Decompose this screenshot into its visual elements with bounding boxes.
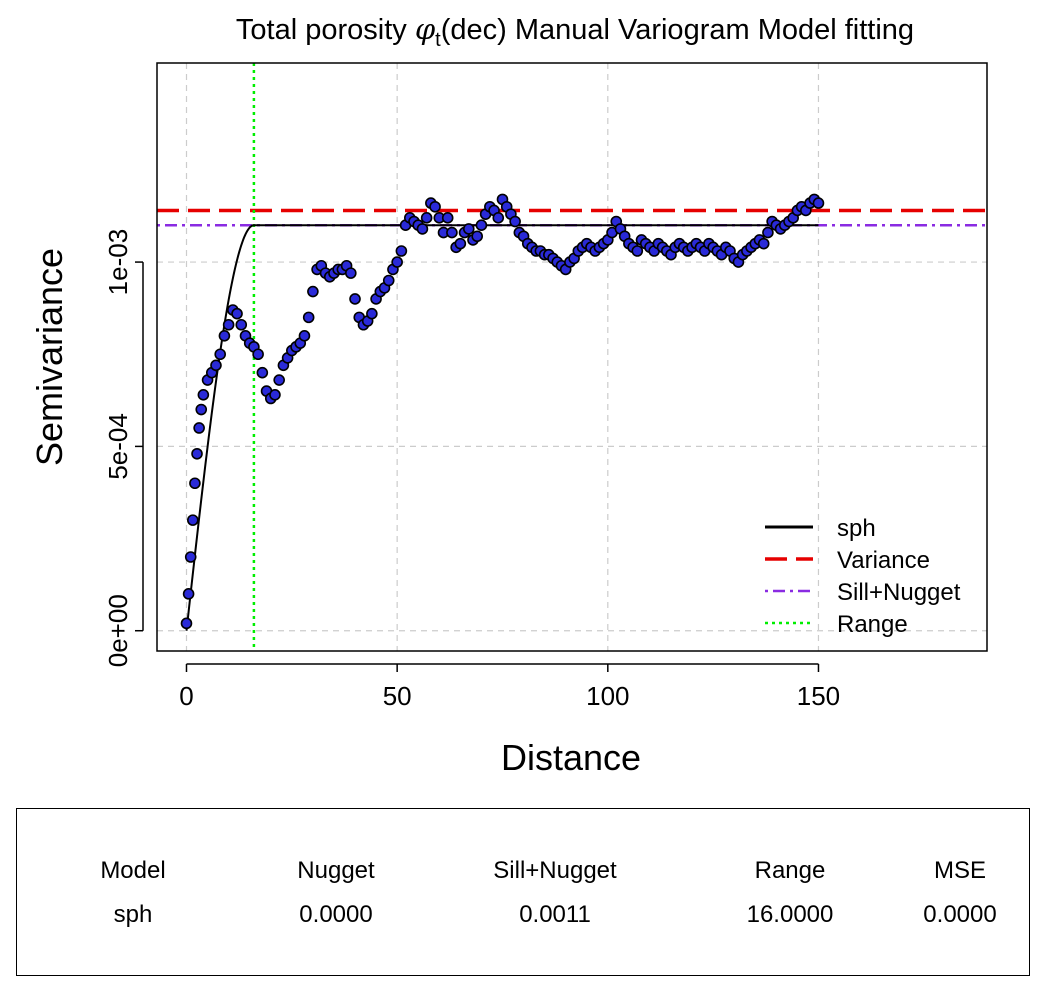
legend-label: sph [837,515,876,542]
x-axis-label: Distance [501,737,641,778]
stats-header-range: Range [754,857,826,884]
stats-value-model: sph [113,901,153,928]
stats-value-sill: 0.0011 [519,901,591,928]
legend-label: Variance [837,547,930,574]
stats-header-nugget: Nugget [297,857,375,884]
data-point [210,359,222,372]
data-point [631,245,644,257]
stats-col-range: Range 16.0000 [690,849,890,937]
data-point [214,348,226,361]
legend-label: Range [837,611,908,638]
data-point [269,388,281,401]
data-point [222,318,235,331]
data-point [416,223,429,235]
grid [157,63,987,651]
data-point [395,245,408,257]
data-point [757,237,770,250]
data-point [180,617,193,630]
stats-table: Model sph Nugget 0.0000 Sill+Nugget 0.00… [16,808,1030,976]
y-tick-label: 5e-04 [103,413,133,480]
title-suffix: (dec) Manual Variogram Model fitting [440,14,915,46]
stats-col-mse: MSE 0.0000 [860,849,1047,937]
x-tick-label: 0 [179,681,193,711]
data-point [231,307,243,320]
data-points [180,193,825,630]
data-point [235,318,248,331]
data-point [492,212,505,224]
data-point [509,215,521,228]
data-point [349,293,361,305]
data-point [382,274,395,287]
plot-frame [156,62,988,652]
stats-col-model: Model sph [33,849,233,937]
stats-col-nugget: Nugget 0.0000 [236,849,436,937]
data-point [182,588,195,600]
legend: sph Variance Sill+Nugget Range [765,515,961,638]
y-tick-label: 1e-03 [103,229,133,296]
data-point [471,230,484,243]
data-point [441,212,454,224]
data-point [256,366,269,379]
stats-value-mse: 0.0000 [923,901,997,928]
title-prefix: Total porosity [235,14,415,46]
stats-header-mse: MSE [933,857,986,884]
data-point [345,267,357,279]
stats-value-range: 16.0000 [746,901,834,928]
data-point [189,477,201,490]
data-point [420,212,433,224]
data-point [446,226,458,239]
data-point [302,311,315,324]
stats-header-model: Model [100,857,166,884]
legend-label: Sill+Nugget [837,579,961,606]
data-point [197,388,210,401]
data-point [366,307,378,320]
data-point [187,514,199,526]
x-tick-label: 100 [586,681,629,711]
title-subscript: t [435,28,441,51]
data-point [462,223,475,235]
model-curve-layer [185,224,819,631]
data-point [391,256,403,268]
x-tick-label: 150 [797,681,840,711]
y-axis-label: Semivariance [29,248,70,466]
stats-value-nugget: 0.0000 [299,901,373,928]
data-point [454,237,467,250]
data-point [193,422,205,434]
data-point [218,329,231,342]
data-point [429,200,441,213]
chart-title: Total porosity φt(dec) Manual Variogram … [0,12,1047,52]
variogram-chart: 0 50 100 150 0e+00 5e-04 1e-03 sph Variance Sill… [29,62,988,778]
x-tick-label: 50 [383,681,412,711]
stats-header-sill: Sill+Nugget [493,857,617,884]
data-point [191,447,203,460]
data-point [184,551,197,563]
data-point [307,285,319,298]
data-point [812,197,825,209]
data-point [195,403,208,416]
data-point [273,374,285,386]
data-point [298,329,311,342]
axes: 0 50 100 150 0e+00 5e-04 1e-03 [103,229,840,711]
data-point [762,226,774,239]
data-point [252,348,264,361]
stats-col-sill: Sill+Nugget 0.0011 [455,849,655,937]
model-curve-sph [185,224,819,631]
title-phi-symbol: φ [414,12,436,46]
y-tick-label: 0e+00 [103,594,133,667]
data-point [475,219,488,232]
